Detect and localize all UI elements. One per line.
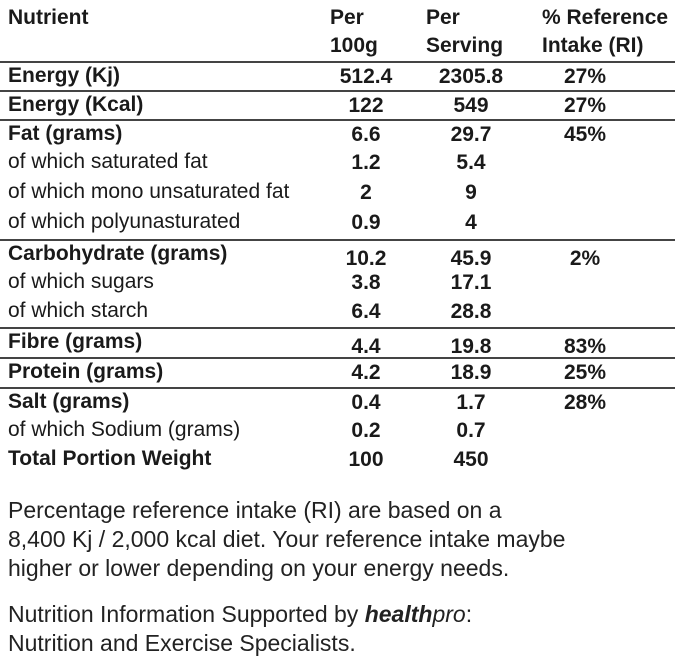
table-row: Energy (Kj) 512.4 2305.8 27% [0, 61, 675, 92]
per-serving-value: 0.7 [456, 419, 486, 442]
per-100g-value: 1.2 [351, 151, 381, 174]
per-100g-value: 10.2 [345, 247, 387, 270]
header-per-serving-line1: Per [426, 6, 460, 29]
per-serving-value: 549 [453, 94, 489, 117]
credit-suffix: : [465, 601, 473, 627]
per-serving-value: 1.7 [456, 391, 486, 414]
per-100g-value: 2 [360, 181, 372, 204]
nutrient-label: Carbohydrate (grams) [8, 242, 228, 265]
table-row: of which Sodium (grams) 0.2 0.7 [0, 417, 675, 446]
ri-value: 83% [563, 335, 607, 358]
ri-value: 25% [563, 361, 607, 384]
per-100g-value: 122 [348, 94, 384, 117]
per-serving-value: 19.8 [450, 335, 492, 358]
table-row: of which polyunasturated 0.9 4 [0, 209, 675, 239]
nutrient-label: of which sugars [8, 270, 154, 293]
table-row: Fat (grams) 6.6 29.7 45% [0, 119, 675, 151]
footnote-line-1: Percentage reference intake (RI) are bas… [8, 497, 502, 523]
per-100g-value: 0.9 [351, 211, 381, 234]
table-row: Total Portion Weight 100 450 [0, 446, 675, 476]
header-per-serving-line2: Serving [426, 34, 504, 57]
per-100g-value: 512.4 [339, 65, 393, 88]
header-nutrient: Nutrient [8, 6, 89, 29]
table-row: of which sugars 3.8 17.1 [0, 269, 675, 298]
ri-value: 45% [563, 123, 607, 146]
nutrient-label: Energy (Kcal) [8, 93, 144, 116]
table-row: Energy (Kcal) 122 549 27% [0, 90, 675, 121]
per-serving-value: 28.8 [450, 300, 492, 323]
header-ri-line1: % Reference [542, 6, 669, 29]
nutrient-label: Fibre (grams) [8, 330, 143, 353]
per-100g-value: 4.2 [351, 361, 381, 384]
per-100g-value: 6.4 [351, 300, 381, 323]
per-serving-value: 9 [465, 181, 477, 204]
table-row: Salt (grams) 0.4 1.7 28% [0, 387, 675, 419]
per-100g-value: 3.8 [351, 271, 381, 294]
brand-pro: pro [432, 601, 466, 627]
per-serving-value: 45.9 [450, 247, 492, 270]
per-serving-value: 450 [453, 448, 489, 471]
nutrient-label: Total Portion Weight [8, 447, 212, 470]
footnote-line-3: higher or lower depending on your energy… [8, 555, 510, 581]
credit-line-1: Nutrition Information Supported by healt… [8, 600, 472, 629]
per-serving-value: 4 [465, 211, 477, 234]
per-100g-value: 6.6 [351, 123, 381, 146]
nutrient-label: Salt (grams) [8, 390, 130, 413]
table-row: of which mono unsaturated fat 2 9 [0, 179, 675, 209]
brand-health: health [364, 601, 433, 627]
per-serving-value: 17.1 [450, 271, 492, 294]
ri-value: 27% [563, 65, 607, 88]
nutrient-label: of which polyunasturated [8, 210, 241, 233]
header-per-100g-line2: 100g [330, 34, 378, 57]
table-row: of which starch 6.4 28.8 [0, 298, 675, 327]
nutrient-label: of which mono unsaturated fat [8, 180, 290, 203]
nutrient-label: of which starch [8, 299, 149, 322]
per-100g-value: 4.4 [351, 335, 381, 358]
credit-line-2: Nutrition and Exercise Specialists. [8, 630, 356, 656]
per-100g-value: 0.4 [351, 391, 381, 414]
ri-value: 28% [563, 391, 607, 414]
per-serving-value: 5.4 [456, 151, 486, 174]
nutrient-label: Protein (grams) [8, 360, 164, 383]
footnote-line-2: 8,400 Kj / 2,000 kcal diet. Your referen… [8, 526, 566, 552]
table-row: Carbohydrate (grams) 10.2 45.9 2% [0, 239, 675, 271]
header-ri-line2: Intake (RI) [542, 34, 644, 57]
per-serving-value: 2305.8 [438, 65, 504, 88]
per-100g-value: 0.2 [351, 419, 381, 442]
table-row: of which saturated fat 1.2 5.4 [0, 149, 675, 179]
credit-prefix: Nutrition Information Supported by [8, 601, 365, 627]
per-serving-value: 18.9 [450, 361, 492, 384]
header-per-100g-line1: Per [330, 6, 364, 29]
ri-value: 2% [569, 247, 601, 270]
table-row: Fibre (grams) 4.4 19.8 83% [0, 327, 675, 359]
table-row: Protein (grams) 4.2 18.9 25% [0, 357, 675, 389]
per-100g-value: 100 [348, 448, 384, 471]
ri-value: 27% [563, 94, 607, 117]
nutrient-label: Fat (grams) [8, 122, 123, 145]
per-serving-value: 29.7 [450, 123, 492, 146]
nutrient-label: of which saturated fat [8, 150, 208, 173]
nutrient-label: Energy (Kj) [8, 64, 121, 87]
nutrient-label: of which Sodium (grams) [8, 418, 241, 441]
